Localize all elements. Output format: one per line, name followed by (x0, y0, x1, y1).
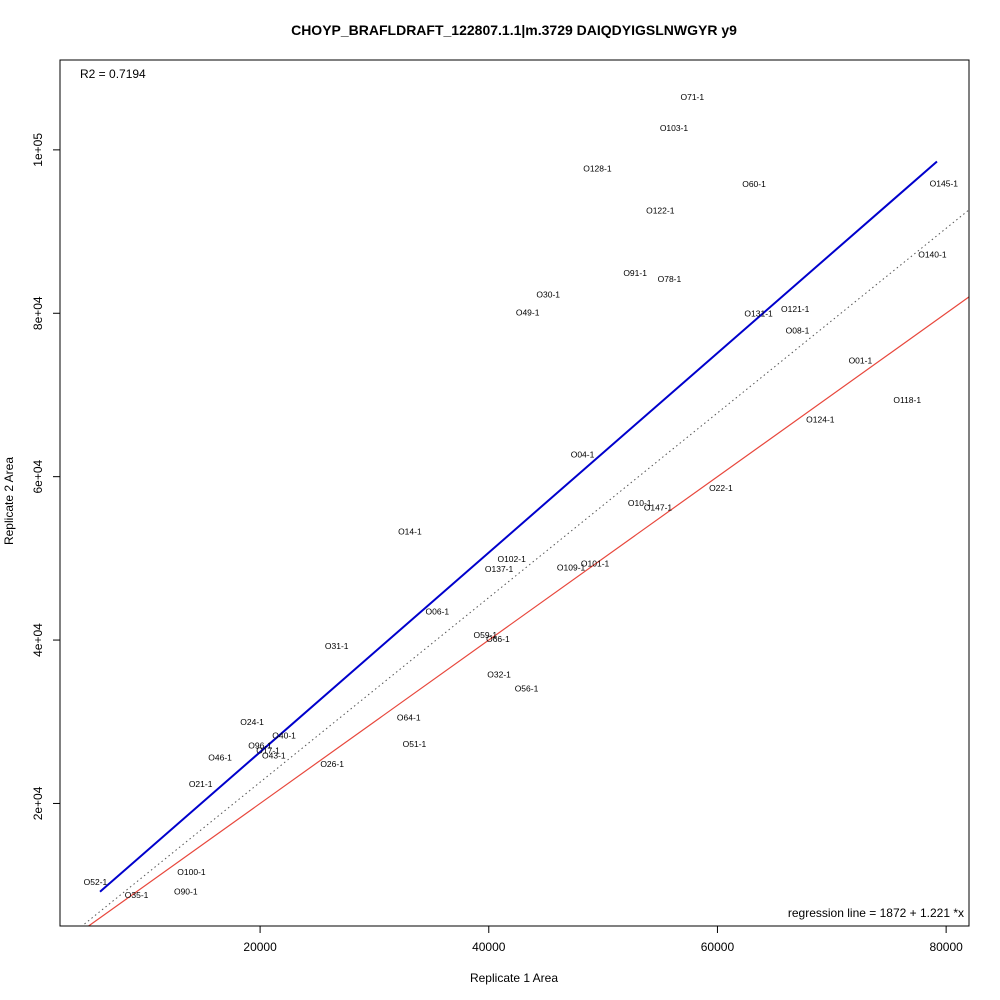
point-label: O22-1 (709, 483, 733, 493)
x-tick-label: 60000 (701, 940, 735, 954)
point-label: O14-1 (398, 526, 422, 536)
point-label: O30-1 (536, 289, 560, 299)
y-axis: 2e+04 4e+04 6e+04 8e+04 1e+05 (31, 133, 60, 820)
y-tick-label: 4e+04 (31, 623, 45, 657)
point-label: O31-1 (325, 641, 349, 651)
point-label: O71-1 (680, 92, 704, 102)
point-label: O137-1 (485, 564, 514, 574)
point-label: O52-1 (84, 877, 108, 887)
y-tick-label: 8e+04 (31, 296, 45, 330)
point-label: O49-1 (516, 307, 540, 317)
point-label: O26-1 (320, 759, 344, 769)
point-label: O128-1 (583, 164, 612, 174)
regression-annotation: regression line = 1872 + 1.221 *x (788, 906, 964, 920)
point-label: O32-1 (487, 669, 511, 679)
x-tick-label: 20000 (243, 940, 277, 954)
point-label: O121-1 (781, 304, 810, 314)
point-label: O24-1 (240, 717, 264, 727)
point-label: O21-1 (189, 779, 213, 789)
point-label: O66-1 (486, 634, 510, 644)
point-label: O118-1 (893, 395, 921, 405)
chart-title: CHOYP_BRAFLDRAFT_122807.1.1|m.3729 DAIQD… (291, 22, 737, 38)
point-label: O43-1 (262, 750, 286, 760)
point-label: O64-1 (397, 713, 421, 723)
x-axis: 20000 40000 60000 80000 (243, 926, 963, 954)
x-tick-label: 40000 (472, 940, 506, 954)
point-label: O103-1 (660, 123, 689, 133)
y-axis-label: Replicate 2 Area (2, 457, 16, 545)
identity-line (87, 296, 969, 926)
point-label: O145-1 (930, 178, 959, 188)
dotted-fit-line (81, 209, 969, 926)
point-label: O46-1 (208, 753, 232, 763)
point-label: O08-1 (786, 325, 810, 335)
point-label: O122-1 (646, 205, 675, 215)
point-label: O100-1 (177, 867, 206, 877)
point-label: O59-1 (474, 630, 498, 640)
point-label: O60-1 (742, 179, 766, 189)
point-label: O35-1 (125, 890, 149, 900)
point-label: O90-1 (174, 887, 198, 897)
reference-lines (81, 160, 969, 926)
y-tick-label: 6e+04 (31, 459, 45, 493)
r2-annotation: R2 = 0.7194 (80, 67, 146, 81)
point-label: O01-1 (849, 356, 873, 366)
x-axis-label: Replicate 1 Area (470, 971, 558, 985)
point-label: O78-1 (658, 274, 682, 284)
point-label: O147-1 (644, 503, 673, 513)
regression-line (99, 160, 938, 893)
point-label: O109-1 (557, 562, 586, 572)
point-label: O06-1 (426, 606, 450, 616)
point-labels: O71-1 O103-1 O128-1 O60-1 O145-1 O122-1 O140-1… (84, 92, 959, 900)
point-label: O124-1 (806, 414, 835, 424)
point-label: O17-1 (256, 745, 280, 755)
plot-frame (59, 59, 970, 927)
y-tick-label: 1e+05 (31, 133, 45, 167)
point-label: O102-1 (497, 554, 526, 564)
point-label: O96-1 (248, 740, 272, 750)
x-tick-label: 80000 (929, 940, 963, 954)
point-label: O56-1 (515, 683, 539, 693)
point-label: O51-1 (403, 739, 427, 749)
point-label: O10-1 (628, 498, 652, 508)
point-label: O91-1 (623, 268, 647, 278)
point-label: O140-1 (918, 249, 947, 259)
y-tick-label: 2e+04 (31, 786, 45, 820)
point-label: O101-1 (581, 558, 610, 568)
point-label: O04-1 (571, 450, 595, 460)
point-label: O131-1 (744, 308, 773, 318)
point-label: O40-1 (272, 731, 296, 741)
